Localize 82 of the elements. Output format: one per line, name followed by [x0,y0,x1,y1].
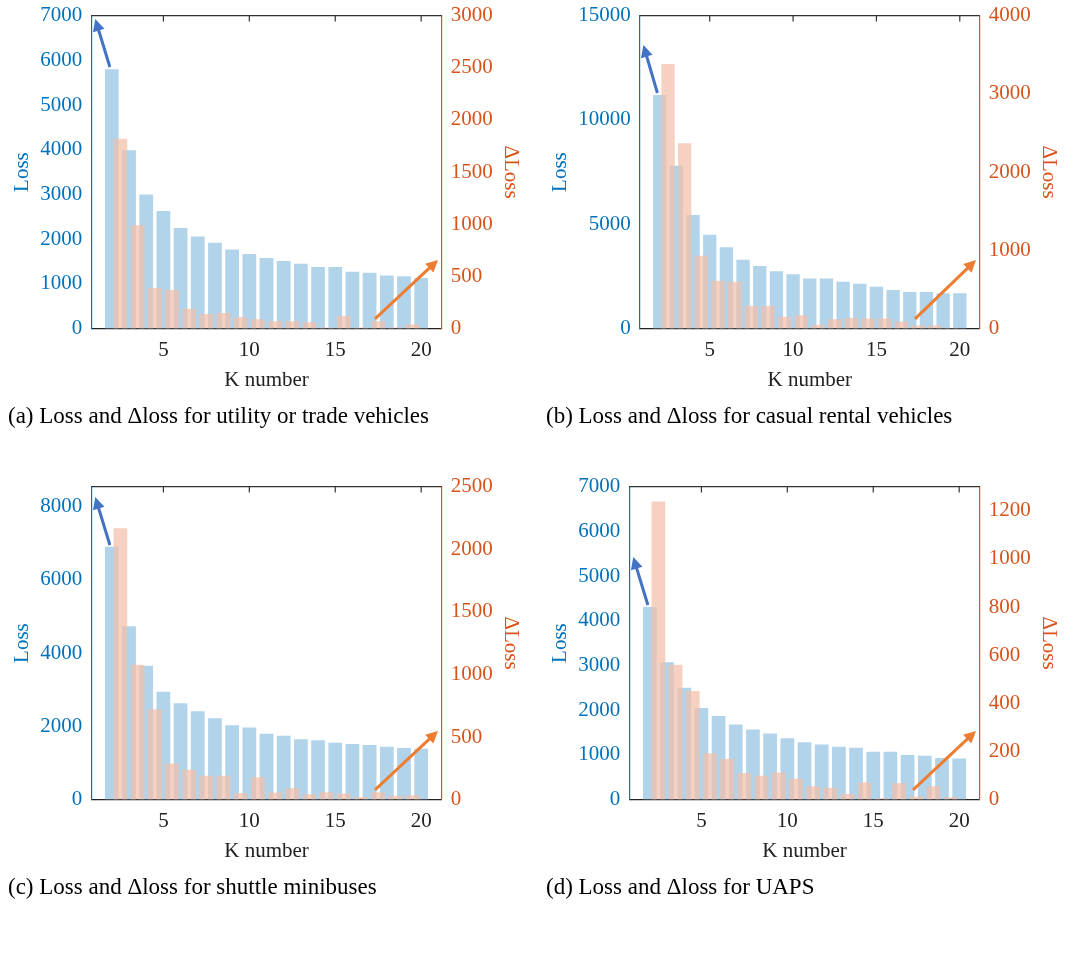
y2-axis-title: ΔLoss [1037,616,1062,670]
y-tick-label: 7000 [578,473,621,498]
x-tick-label: 15 [862,807,884,832]
y2-tick-label: 2000 [450,535,493,560]
y2-axis-title: ΔLoss [499,616,524,670]
y-tick-label: 7000 [40,2,83,27]
x-tick-label: 15 [324,336,346,361]
text: (d) Loss and Δloss for UAPS [545,873,816,901]
y-tick-label: 2000 [578,696,621,721]
y2-tick-label: 3000 [988,80,1031,105]
y-tick-label: 15000 [578,2,631,27]
x-tick-label: 10 [782,336,804,361]
y2-tick-label: 0 [450,786,462,811]
y-axis-title: Loss [9,623,34,663]
y2-tick-label: 2500 [450,473,493,498]
y-tick-label: 2000 [40,225,83,250]
x-axis-title: K number [224,366,309,391]
y2-tick-label: 1500 [450,158,493,183]
x-tick-label: 20 [948,807,970,832]
y-tick-label: 3000 [40,180,83,205]
y2-tick-label: 500 [450,723,483,748]
y2-tick-label: 600 [988,641,1021,666]
y-tick-label: 0 [620,315,631,340]
y2-tick-label: 0 [450,315,462,340]
y2-tick-label: 800 [988,593,1021,618]
y-tick-label: 0 [609,786,621,811]
y-tick-label: 0 [71,786,83,811]
x-tick-label: 5 [158,336,169,361]
y2-tick-label: 200 [988,737,1021,762]
x-tick-label: 10 [238,807,260,832]
y2-tick-label: 1500 [450,598,493,623]
y2-tick-label: 500 [450,262,483,287]
y-tick-label: 4000 [40,136,83,161]
y2-tick-label: 2000 [988,158,1031,183]
y2-tick-label: 0 [988,786,1000,811]
y-tick-label: 3000 [578,651,621,676]
x-tick-label: 15 [324,807,346,832]
x-tick-label: 10 [776,807,798,832]
x-tick-label: 5 [704,336,715,361]
y-axis-title: Loss [9,152,34,192]
x-tick-label: 20 [410,336,432,361]
y2-tick-label: 1000 [988,236,1031,261]
y2-tick-label: 1000 [450,210,493,235]
y-tick-label: 6000 [578,517,621,542]
y2-tick-label: 1000 [988,545,1031,570]
y-tick-label: 5000 [40,91,83,116]
text: (c) Loss and Δloss for shuttle minibuses [7,873,378,901]
y-tick-label: 0 [71,315,83,340]
y-tick-label: 2000 [40,712,83,737]
y-tick-label: 1000 [40,270,83,295]
y-tick-label: 10000 [578,106,631,131]
text: (a) Loss and Δloss for utility or trade vehicles [7,402,431,430]
y-tick-label: 5000 [588,210,631,235]
x-tick-label: 20 [949,336,971,361]
y2-tick-label: 0 [988,315,1000,340]
x-tick-label: 15 [865,336,887,361]
y-tick-label: 4000 [40,639,83,664]
y2-axis-title: ΔLoss [1037,145,1062,199]
y-axis-title: Loss [547,623,572,663]
x-axis-title: K number [224,837,309,862]
y-tick-label: 1000 [578,741,621,766]
y2-tick-label: 1200 [988,497,1031,522]
x-tick-label: 5 [158,807,169,832]
y-tick-label: 5000 [578,562,621,587]
x-tick-label: 5 [696,807,707,832]
y2-axis-title: ΔLoss [499,145,524,199]
y2-tick-label: 3000 [450,2,493,27]
y2-tick-label: 2000 [450,106,493,131]
y-tick-label: 6000 [40,566,83,591]
x-tick-label: 10 [238,336,260,361]
y-tick-label: 4000 [578,607,621,632]
y2-tick-label: 4000 [988,2,1031,27]
x-axis-title: K number [767,366,853,391]
x-tick-label: 20 [410,807,432,832]
y-axis-title: Loss [547,152,572,192]
y-tick-label: 6000 [40,46,83,71]
y2-tick-label: 400 [988,689,1021,714]
text: (b) Loss and Δloss for casual rental vehicles [545,402,954,430]
y2-tick-label: 2500 [450,54,493,79]
y2-tick-label: 1000 [450,660,493,685]
x-axis-title: K number [762,837,847,862]
y-tick-label: 8000 [40,492,83,517]
